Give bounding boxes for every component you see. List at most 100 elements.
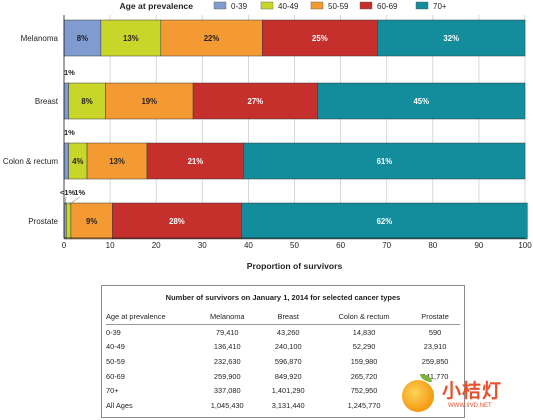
- leader-line-prostate-0-39: [65, 196, 67, 206]
- leader-line-prostate-40-49: [68, 196, 80, 206]
- x-tick-label-40: 40: [244, 241, 253, 250]
- bar-label-Melanoma-70+: 32%: [443, 34, 459, 43]
- bar-Breast-70+: [317, 82, 526, 120]
- watermark-logo: 小桔灯 WWW.IIVD.NET: [396, 372, 530, 418]
- bar-label-Prostate-70+: 62%: [377, 217, 393, 226]
- table-cell: 23,910: [423, 342, 447, 352]
- x-tick-label-10: 10: [106, 241, 115, 250]
- bar-label-Breast-40-49: 8%: [81, 97, 92, 106]
- table-cell: 590: [428, 327, 442, 337]
- bar-label-Prostate-0-39: <1%: [60, 188, 76, 197]
- bar-Colon & rectum-70+: [243, 142, 526, 180]
- bar-label-Colon & rectum-70+: 61%: [377, 157, 393, 166]
- legend-label-40-49: 40-49: [278, 2, 299, 11]
- stacked-bar-chart: Age at prevalence 0-39 40-49 50-59 60-69 70+ …: [3, 1, 532, 271]
- table-cell: 52,290: [352, 342, 376, 352]
- bar-label-Breast-50-59: 19%: [141, 97, 157, 106]
- table-cell: 259,900: [213, 371, 241, 381]
- bar-label-Prostate-50-59: 9%: [86, 217, 97, 226]
- bar-Melanoma-40-49: [100, 19, 162, 57]
- x-tick-label-0: 0: [62, 241, 67, 250]
- bar-Colon & rectum-50-59: [86, 142, 148, 180]
- category-label-Melanoma: Melanoma: [21, 34, 59, 43]
- legend-label-0-39: 0-39: [231, 2, 248, 11]
- legend-swatch-60-69: [359, 1, 373, 10]
- table-header-row: Age at prevalence Melanoma Breast Colon …: [106, 310, 460, 325]
- table-cell: 14,830: [352, 327, 376, 337]
- bar-Prostate-70+: [241, 202, 528, 240]
- bar-label-Melanoma-40-49: 13%: [123, 34, 139, 43]
- table-cell: 159,980: [350, 356, 378, 366]
- bars: 8% 13% 22% 25% 32% 1% 8% 19% 27% 45% 1% 4% 13% 21% 61%…: [60, 19, 528, 240]
- bar-label-Melanoma-60-69: 25%: [312, 34, 328, 43]
- table-cell: 60-69: [106, 371, 125, 381]
- x-axis-title: Proportion of survivors: [247, 261, 343, 271]
- bar-label-Colon & rectum-40-49: 4%: [72, 157, 83, 166]
- x-tick-label-20: 20: [152, 241, 161, 250]
- bar-Colon & rectum-0-39: [63, 142, 69, 180]
- orange-icon: [402, 380, 434, 412]
- legend-label-60-69: 60-69: [377, 2, 398, 11]
- x-tick-label-100: 100: [518, 241, 532, 250]
- table-cell: 337,080: [213, 386, 241, 396]
- table-header-melanoma: Melanoma: [196, 310, 259, 325]
- legend-swatch-40-49: [260, 1, 274, 10]
- table-cell: 1,245,770: [347, 400, 381, 410]
- table-cell: 43,260: [276, 327, 300, 337]
- legend: Age at prevalence 0-39 40-49 50-59 60-69 70+: [119, 1, 446, 11]
- bar-Breast-40-49: [68, 82, 106, 120]
- x-tick-label-50: 50: [290, 241, 299, 250]
- x-tick-label-80: 80: [428, 241, 437, 250]
- x-tick-label-60: 60: [336, 241, 345, 250]
- table-row: 40-49 136,410 240,100 52,290 23,910: [106, 340, 460, 355]
- table-cell: 752,950: [350, 386, 378, 396]
- x-tick-label-30: 30: [198, 241, 207, 250]
- category-label-Prostate: Prostate: [28, 217, 58, 226]
- table-cell: 3,131,440: [271, 400, 305, 410]
- table-cell: 259,850: [421, 356, 449, 366]
- bar-label-Breast-70+: 45%: [413, 97, 429, 106]
- table-cell: All Ages: [106, 400, 133, 410]
- table-cell: 849,920: [274, 371, 302, 381]
- table-cell: 265,720: [350, 371, 378, 381]
- table-cell: 136,410: [213, 342, 241, 352]
- category-label-Colon & rectum: Colon & rectum: [3, 157, 58, 166]
- legend-label-70+: 70+: [433, 2, 447, 11]
- table-row: 60-69 259,900 849,920 265,720 841,770: [106, 369, 460, 384]
- table-cell: 240,100: [274, 342, 302, 352]
- table-header-colon: Colon & rectum: [317, 310, 411, 325]
- bar-Melanoma-70+: [377, 19, 526, 57]
- table-row: 70+ 337,080 1,401,290 752,950: [106, 383, 460, 398]
- bar-Melanoma-60-69: [261, 19, 378, 57]
- leaf-icon: [420, 374, 432, 382]
- legend-title: Age at prevalence: [119, 1, 193, 11]
- legend-swatch-50-59: [310, 1, 324, 10]
- table-cell: 40-49: [106, 342, 125, 352]
- bar-label-Melanoma-50-59: 22%: [204, 34, 220, 43]
- bar-Melanoma-50-59: [160, 19, 263, 57]
- table-cell: 596,870: [274, 356, 302, 366]
- table-row: All Ages 1,045,430 3,131,440 1,245,770: [106, 398, 460, 413]
- table-cell: 232,630: [213, 356, 241, 366]
- bar-label-Colon & rectum-0-39: 1%: [64, 128, 75, 137]
- table-header-prostate: Prostate: [410, 310, 460, 325]
- watermark-text: 小桔灯: [442, 381, 503, 402]
- category-label-Breast: Breast: [35, 97, 59, 106]
- x-tick-label-90: 90: [474, 241, 483, 250]
- bar-label-Prostate-40-49: 1%: [74, 188, 85, 197]
- bar-label-Colon & rectum-60-69: 21%: [188, 157, 204, 166]
- bar-Prostate-40-49: [66, 202, 72, 240]
- bar-Breast-0-39: [63, 82, 69, 120]
- legend-swatch-70+: [415, 1, 429, 10]
- bar-Breast-50-59: [105, 82, 194, 120]
- table-title: Number of survivors on January 1, 2014 f…: [165, 293, 401, 302]
- bar-label-Breast-60-69: 27%: [248, 97, 264, 106]
- bar-label-Prostate-60-69: 28%: [169, 217, 185, 226]
- bar-label-Colon & rectum-50-59: 13%: [109, 157, 125, 166]
- table-header-age: Age at prevalence: [106, 310, 196, 325]
- x-tick-label-70: 70: [382, 241, 391, 250]
- table-cell: 79,410: [215, 327, 239, 337]
- table-cell: 0-39: [106, 327, 121, 337]
- bar-Prostate-60-69: [112, 202, 242, 240]
- table-cell: 1,401,290: [271, 386, 305, 396]
